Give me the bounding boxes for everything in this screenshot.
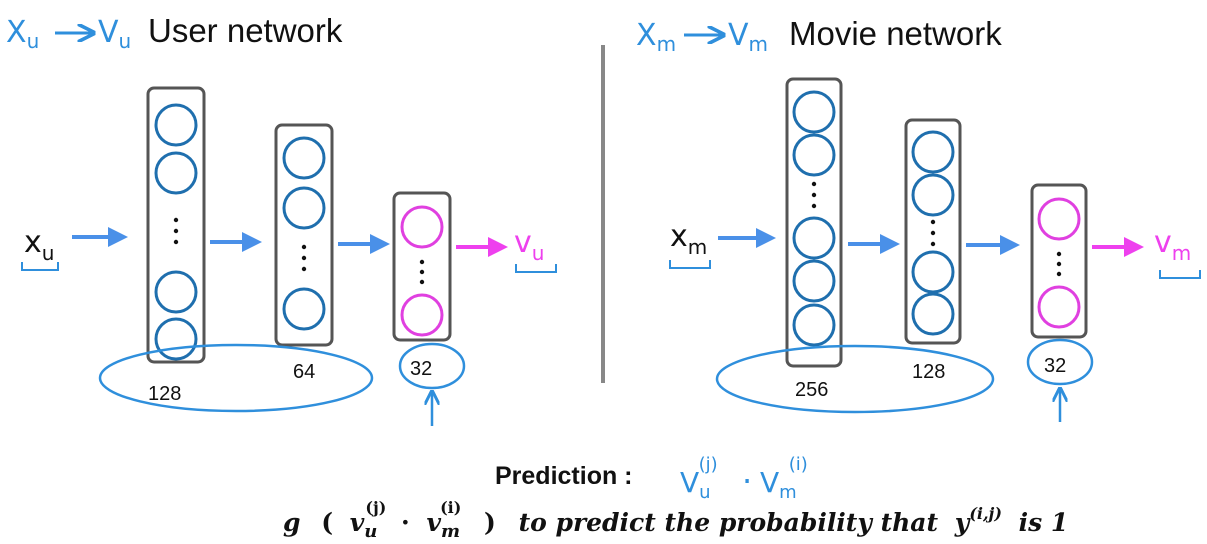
prediction-handwritten-formula: Vu(j) · Vm(i) — [680, 454, 808, 503]
neuron — [792, 259, 836, 303]
user-output-label: vu — [514, 225, 544, 265]
movie-layer-128-box — [904, 118, 962, 345]
neuron — [792, 303, 836, 347]
movie-network-title: Movie network — [789, 15, 1002, 52]
neuron — [282, 186, 326, 230]
user-output-size-circle — [398, 342, 466, 390]
user-input-underbrace — [21, 262, 59, 271]
neuron — [154, 270, 198, 314]
user-layer-128-box — [146, 86, 206, 364]
user-layer-64-box — [274, 123, 334, 347]
neuron — [282, 287, 326, 331]
movie-output-underbrace — [1159, 270, 1201, 279]
svg-text:Vm: Vm — [728, 18, 768, 56]
neuron — [911, 173, 955, 217]
svg-text:·: · — [742, 462, 752, 500]
output-neuron — [1037, 285, 1081, 329]
movie-output-size-circle — [1026, 338, 1094, 386]
output-neuron — [400, 205, 444, 249]
movie-layer-256-box — [785, 77, 843, 368]
user-network-annotation: Xu Vu — [6, 15, 131, 53]
neuron — [154, 103, 198, 147]
svg-text:Xm: Xm — [636, 18, 676, 56]
movie-hidden-layers-ellipse — [715, 344, 995, 414]
movie-layer-32-ellipsis — [1056, 251, 1062, 277]
movie-output-label: vm — [1154, 225, 1191, 265]
svg-text:Xu: Xu — [6, 15, 39, 53]
movie-layer-3-size: 32 — [1044, 355, 1066, 377]
movie-layer-1-size: 256 — [795, 379, 828, 401]
user-hidden-layers-ellipse — [98, 343, 374, 413]
movie-input-label: xm — [670, 219, 707, 259]
prediction-label: Prediction : — [495, 462, 633, 490]
movie-layer-32-neurons — [1037, 197, 1081, 329]
svg-text:Vu(j): Vu(j) — [680, 454, 718, 503]
user-layer-64-ellipsis — [301, 244, 307, 272]
output-neuron — [1037, 197, 1081, 241]
svg-text:Vm(i): Vm(i) — [760, 454, 808, 503]
svg-text:Vu: Vu — [98, 15, 131, 53]
user-layer-32-neurons — [400, 205, 444, 337]
neuron — [282, 136, 326, 180]
neuron — [911, 130, 955, 174]
user-layer-1-size: 128 — [148, 383, 181, 405]
neuron — [154, 317, 198, 361]
svg-text:g ( vu(j) ·: g ( vu(j) · vm(i) ) to predict the proba… — [283, 490, 1068, 542]
user-layer-3-size: 32 — [410, 358, 432, 380]
movie-input-underbrace — [669, 260, 711, 269]
user-layer-2-size: 64 — [293, 361, 315, 383]
movie-layer-256-neurons — [792, 90, 836, 347]
movie-layer-2-size: 128 — [912, 361, 945, 383]
movie-layer-128-neurons — [911, 130, 955, 336]
user-layer-128-ellipsis — [173, 217, 179, 245]
neuron — [911, 250, 955, 294]
user-layer-32-ellipsis — [419, 259, 425, 285]
neuron — [154, 151, 198, 195]
movie-layer-32-box — [1030, 183, 1088, 339]
user-layer-128-neurons — [154, 103, 198, 361]
neuron — [911, 292, 955, 336]
output-neuron — [400, 293, 444, 337]
movie-network-annotation: Xm Vm — [636, 18, 768, 56]
neuron — [792, 133, 836, 177]
neuron — [792, 216, 836, 260]
user-network-title: User network — [148, 12, 343, 49]
user-layer-64-neurons — [282, 136, 326, 331]
neuron — [792, 90, 836, 134]
user-output-underbrace — [515, 264, 557, 273]
movie-layer-128-ellipsis — [930, 219, 936, 247]
movie-layer-256-ellipsis — [811, 181, 817, 209]
user-input-label: xu — [24, 225, 54, 265]
probability-formula: g ( vu(j) · vm(i) ) to predict the proba… — [283, 490, 1068, 542]
user-layer-32-box — [392, 191, 452, 342]
